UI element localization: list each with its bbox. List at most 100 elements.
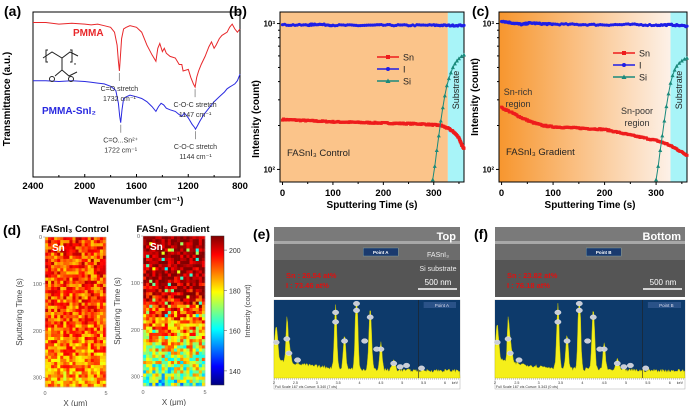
heatmap-cell	[158, 295, 162, 299]
heatmap-cell	[87, 330, 92, 335]
heatmap-cell	[161, 323, 165, 327]
heatmap-cell	[72, 312, 76, 316]
heatmap-cell	[54, 343, 58, 347]
heatmap-cell	[158, 317, 162, 321]
heatmap-cell	[54, 330, 58, 335]
heatmap-cell	[177, 286, 181, 290]
heatmap-cell	[84, 318, 88, 322]
heatmap-cell	[87, 371, 92, 375]
heatmap-cell	[149, 382, 153, 387]
heatmap-cell	[93, 340, 98, 344]
heatmap-cell	[87, 290, 92, 294]
heatmap-cell	[93, 343, 98, 347]
heatmap-cell	[161, 311, 165, 315]
heatmap-cell	[87, 237, 92, 241]
heatmap-cell	[164, 373, 169, 377]
heatmap-cell	[180, 242, 184, 246]
heatmap-cell	[60, 380, 64, 385]
heatmap-cell	[158, 248, 162, 252]
heatmap-cell	[66, 330, 70, 335]
heatmap-cell	[93, 324, 98, 328]
heatmap-cell	[177, 282, 181, 287]
heatmap-cell	[96, 346, 101, 350]
heatmap-cell	[177, 373, 181, 377]
heatmap-cell	[170, 292, 175, 296]
heatmap-cell	[45, 340, 49, 344]
heatmap-cell	[78, 368, 82, 372]
heatmap-cell	[69, 330, 73, 335]
eds-peak-marker	[596, 346, 604, 352]
heatmap-cell	[102, 324, 107, 328]
heatmap-cell	[75, 343, 79, 347]
heatmap-cell	[143, 270, 147, 274]
heatmap-cell	[84, 280, 88, 285]
heatmap-cell	[96, 252, 101, 257]
heatmap-cell	[167, 382, 172, 387]
heatmap-cell	[54, 249, 58, 253]
heatmap-cell	[60, 280, 64, 285]
heatmap-cell	[51, 362, 55, 366]
heatmap-cell	[78, 246, 82, 250]
heatmap-cell	[72, 302, 76, 307]
heatmap-cell	[48, 268, 52, 272]
heatmap-cell	[96, 349, 101, 353]
x-tick-label-d: 0	[43, 391, 46, 397]
heatmap-cell	[180, 279, 184, 284]
heatmap-cell	[63, 280, 67, 285]
heatmap-cell	[69, 377, 73, 382]
heatmap-frame	[44, 236, 107, 388]
heatmap-cell	[51, 315, 55, 319]
heatmap-cell	[161, 267, 165, 271]
heatmap-cell	[60, 343, 64, 347]
heatmap-cell	[183, 301, 187, 306]
heatmap-cell	[99, 349, 104, 353]
marker-si	[672, 67, 677, 72]
heatmap-cell	[78, 280, 82, 285]
heatmap-cell	[84, 365, 88, 369]
heatmap-cell	[66, 258, 70, 263]
heatmap-cell	[198, 286, 203, 290]
heatmap-cell	[102, 305, 107, 310]
eds-unit-label: keV	[452, 381, 459, 385]
x-axis-label-b: Sputtering Time (s)	[327, 200, 418, 211]
heatmap-cell	[84, 246, 88, 250]
heatmap-cell	[93, 380, 98, 385]
heatmap-cell	[90, 302, 95, 307]
heatmap-cell	[51, 349, 55, 353]
heatmap-cell	[93, 305, 98, 310]
heatmap-cell	[48, 308, 52, 313]
map-title-gradient: FASnI₃ Gradient	[136, 224, 210, 235]
heatmap-cell	[102, 287, 107, 291]
sem-surface-edge	[274, 241, 460, 244]
heatmap-cell	[183, 245, 187, 249]
label-pmma-sni2: PMMA-SnI₂	[42, 106, 96, 117]
heatmap-cell	[164, 304, 169, 309]
heatmap-cell	[174, 270, 178, 274]
heatmap-cell	[155, 332, 159, 337]
heatmap-cell	[84, 262, 88, 266]
heatmap-cell	[45, 343, 49, 347]
heatmap-cell	[152, 307, 156, 312]
heatmap-cell	[146, 376, 150, 381]
heatmap-cell	[96, 380, 101, 385]
heatmap-cell	[192, 301, 196, 306]
scale-bar-label: 500 nm	[650, 278, 677, 287]
heatmap-cell	[183, 289, 187, 293]
heatmap-cell	[167, 270, 172, 274]
heatmap-cell	[174, 323, 178, 327]
heatmap-cell	[60, 318, 64, 322]
heatmap-cell	[170, 267, 175, 271]
heatmap-cell	[57, 277, 61, 282]
heatmap-cell	[189, 286, 193, 290]
point-marker-box	[586, 247, 622, 257]
heatmap-cell	[186, 276, 190, 281]
heatmap-cell	[183, 242, 187, 246]
heatmap-cell	[81, 265, 85, 269]
heatmap-cell	[102, 246, 107, 250]
heatmap-cell	[192, 382, 196, 387]
heatmap-cell	[192, 307, 196, 312]
heatmap-cell	[177, 379, 181, 384]
heatmap-cell	[87, 308, 92, 313]
heatmap-cell	[152, 357, 156, 362]
heatmap-cell	[155, 382, 159, 387]
